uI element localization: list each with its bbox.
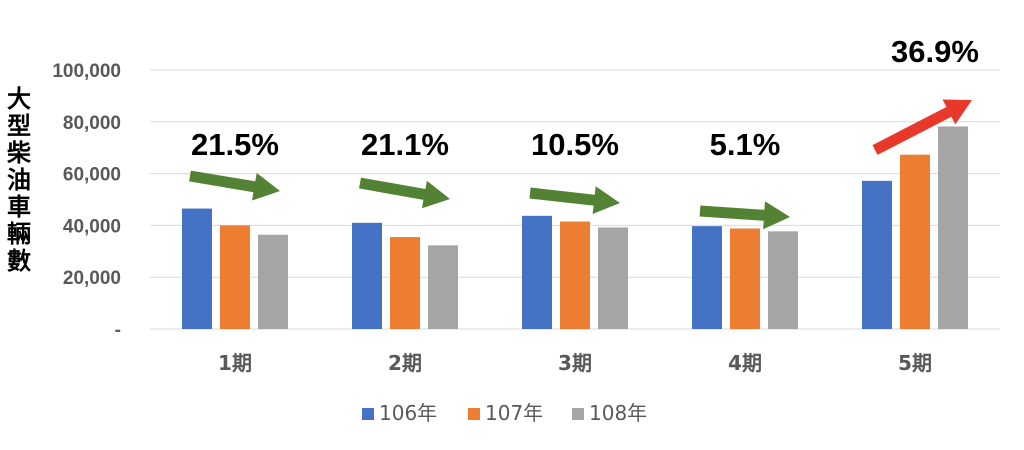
down-arrow-icon	[359, 177, 450, 209]
y-axis-label-char: 型	[7, 112, 31, 140]
bar-106年-5期	[862, 180, 892, 329]
up-arrow-icon	[872, 99, 972, 155]
x-tick-label: 2期	[388, 351, 422, 375]
down-arrow-icon	[189, 170, 280, 201]
bar-106年-4期	[692, 226, 722, 329]
y-axis-label-char: 柴	[6, 139, 32, 167]
change-percent-label: 10.5%	[531, 127, 619, 162]
bar-108年-5期	[938, 126, 968, 329]
bar-106年-2期	[352, 222, 382, 329]
y-tick-label: 20,000	[63, 268, 121, 289]
y-tick-label: 40,000	[63, 216, 121, 237]
change-percent-label: 5.1%	[710, 127, 781, 162]
down-arrow-icon	[529, 186, 620, 214]
bars	[182, 126, 968, 329]
bar-106年-1期	[182, 208, 212, 329]
y-tick-label: 100,000	[52, 61, 121, 82]
legend-swatch	[572, 408, 584, 420]
legend-swatch	[362, 408, 374, 420]
bar-107年-3期	[560, 221, 590, 329]
y-tick-label: 60,000	[63, 165, 121, 186]
legend: 106年 107年 108年	[362, 401, 647, 425]
legend-label: 106年	[379, 401, 437, 425]
bar-107年-4期	[730, 228, 760, 329]
legend-swatch	[468, 408, 480, 420]
bar-107年-1期	[220, 225, 250, 329]
y-axis-label-char: 大	[7, 85, 31, 113]
change-annotations: 21.5% 21.1% 10.5% 5.1% 36.9%	[189, 34, 979, 230]
x-tick-label: 4期	[728, 351, 762, 375]
bar-108年-1期	[258, 234, 288, 329]
y-axis-label-char: 輛	[7, 220, 31, 248]
y-axis-label-char: 數	[7, 247, 31, 275]
bar-106年-3期	[522, 215, 552, 329]
x-tick-label: 1期	[218, 351, 252, 375]
bar-108年-2期	[428, 245, 458, 329]
down-arrow-icon	[699, 201, 790, 230]
x-tick-label: 3期	[558, 351, 592, 375]
bar-108年-3期	[598, 227, 628, 329]
change-percent-label: 21.1%	[361, 127, 449, 162]
change-percent-label: 21.5%	[191, 127, 279, 162]
x-tick-label: 5期	[898, 351, 932, 375]
y-tick-label: -	[115, 320, 121, 341]
legend-label: 108年	[589, 401, 647, 425]
x-axis-labels: 1期 2期 3期 4期 5期	[218, 351, 932, 375]
y-tick-label: 80,000	[63, 113, 121, 134]
change-percent-label: 36.9%	[891, 34, 979, 69]
bar-107年-2期	[390, 237, 420, 329]
y-axis-ticks: - 20,000 40,000 60,000 80,000 100,000	[52, 61, 121, 341]
bar-107年-5期	[900, 154, 930, 329]
y-axis-label-char: 油	[7, 166, 31, 194]
y-axis-label-char: 車	[7, 193, 31, 221]
legend-label: 107年	[485, 401, 543, 425]
bar-108年-4期	[768, 231, 798, 329]
